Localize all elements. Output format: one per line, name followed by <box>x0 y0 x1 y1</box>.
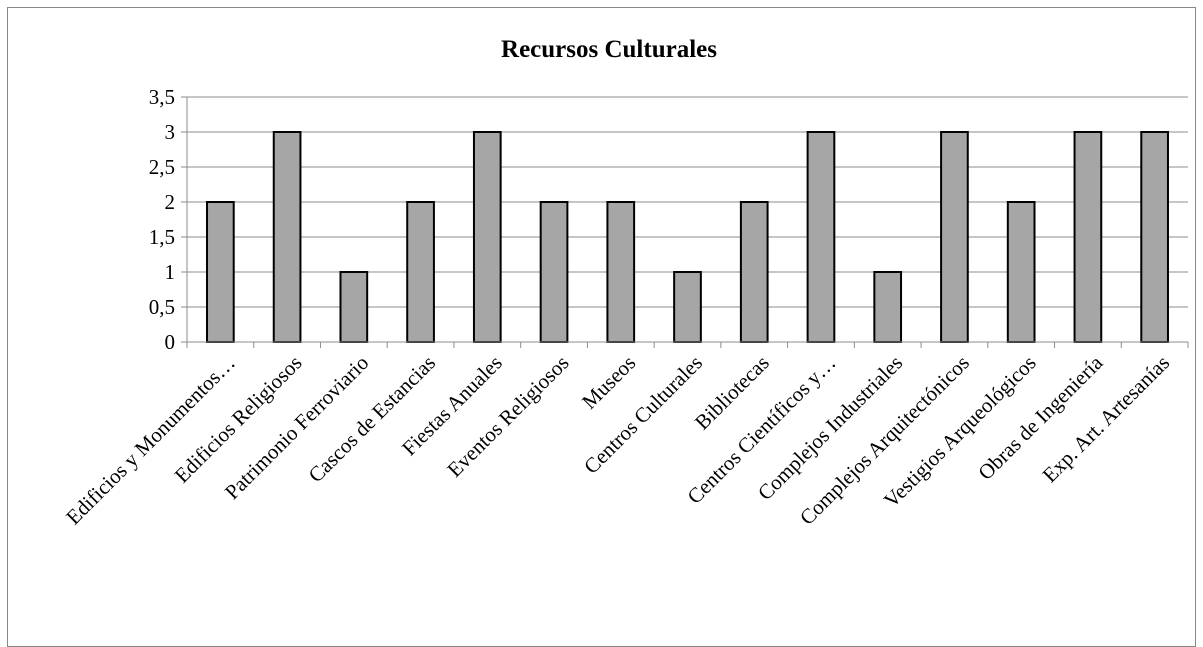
chart-title: Recursos Culturales <box>501 36 717 63</box>
bar <box>1140 131 1169 343</box>
bar <box>406 201 435 343</box>
y-tick-label: 0,5 <box>149 295 175 319</box>
x-tick-label: Eventos Religiosos <box>442 351 573 482</box>
x-tick-label: Museos <box>577 351 640 414</box>
y-axis-ticks: 0 0,5 1 1,5 2 2,5 3 3,5 <box>149 85 187 354</box>
bar <box>873 271 903 343</box>
x-tick-label: Exp. Art. Artesanías <box>1038 351 1175 488</box>
chart-frame <box>7 7 1196 647</box>
bar <box>1006 201 1036 343</box>
bar <box>606 201 636 343</box>
bar <box>806 131 836 343</box>
bar <box>539 201 569 343</box>
bar-chart: Recursos Culturales 0 0,5 1 1,5 2 2,5 3 3,5 Edi… <box>61 36 1189 530</box>
y-tick-label: 1 <box>165 260 176 284</box>
x-tick-label: Obras de Ingeniería <box>973 350 1108 485</box>
x-tick-label: Cascos de Estancias <box>304 351 441 488</box>
y-tick-label: 3 <box>165 120 176 144</box>
bar <box>472 131 502 343</box>
y-tick-label: 0 <box>165 330 176 354</box>
bar <box>206 201 235 343</box>
y-tick-label: 3,5 <box>149 85 175 109</box>
bar <box>673 271 702 343</box>
axes <box>186 97 1189 348</box>
bar <box>739 201 769 343</box>
x-axis-labels: Edificios y Monumentos…Edificios Religio… <box>61 350 1174 530</box>
x-tick-label: Edificios Religiosos <box>170 351 307 488</box>
bar <box>940 131 969 343</box>
bar <box>1073 131 1103 343</box>
x-tick-label: Centros Culturales <box>579 351 707 479</box>
y-tick-label: 1,5 <box>149 225 175 249</box>
y-tick-label: 2,5 <box>149 155 175 179</box>
bars <box>206 131 1169 343</box>
bar <box>272 131 302 343</box>
y-tick-label: 2 <box>165 190 176 214</box>
bar <box>339 271 369 343</box>
